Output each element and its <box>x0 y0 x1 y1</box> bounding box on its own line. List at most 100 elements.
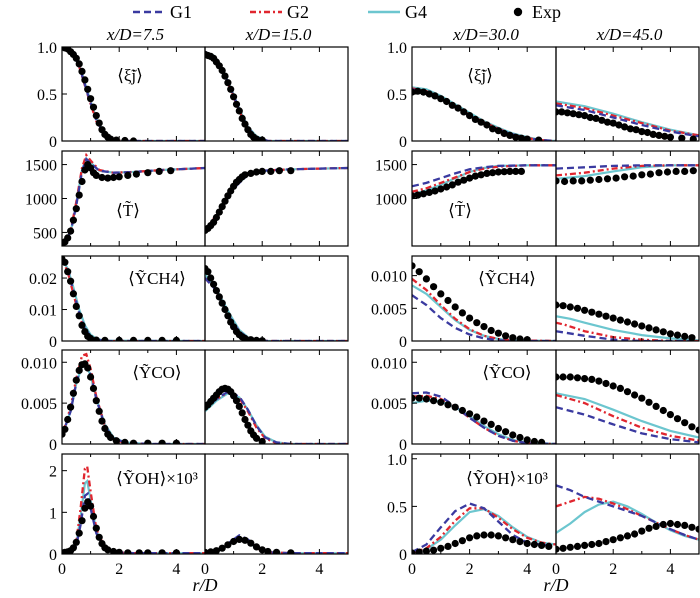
panel-r4-c4-exp-point-21 <box>695 426 699 434</box>
row-5-left-variable-label: ⟨ỸOH⟩×10³ <box>116 469 198 488</box>
panel-r2-c4-exp-point-10 <box>629 172 637 180</box>
panel-r5-c3-exp-point-14 <box>502 534 510 542</box>
panel-r2-c4-exp-point-11 <box>638 171 646 179</box>
panel-r5-c4-exp-point-15 <box>652 522 660 531</box>
panel-r5-c1-ytick-label-3: 2 <box>49 464 57 481</box>
panel-r1-c1-exp-point-19 <box>112 136 120 141</box>
panel-r4-c1-exp-point-19 <box>112 437 120 444</box>
panel-r4-c3-exp-point-8 <box>458 406 466 415</box>
panel-r3-c3-exp-point-12 <box>487 326 495 335</box>
panel-r3-c1-exp-point-13 <box>101 336 109 341</box>
panel-r2-c4-exp-point-12 <box>646 170 655 178</box>
panel-r3-c3-line-g1 <box>412 294 556 341</box>
panel-r2-c3-exp-point-17 <box>500 168 508 176</box>
panel-r2-c2-exp-point-15 <box>241 171 249 179</box>
panel-r3-c4-exp-point-9 <box>609 314 617 322</box>
panel-r1-c2-exp-point-11 <box>230 93 238 101</box>
x-tick-label-c3-3: 4 <box>523 561 531 578</box>
panel-r5-c2-exp-point-3 <box>212 547 220 554</box>
panel-r4-c3-line-g2 <box>412 394 556 444</box>
panel-r2-c3-exp-point-5 <box>431 187 439 195</box>
panel-r4-c1-exp-point-21 <box>129 439 138 444</box>
panel-r3-c1-exp-point-17 <box>158 336 166 341</box>
panel-r3-c4-exp-point-18 <box>673 331 682 339</box>
panel-r5-c4-exp-point-12 <box>631 530 639 538</box>
panel-r2-c2-exp-point-7 <box>218 203 226 211</box>
panel-r5-c2-frame <box>204 453 349 555</box>
panel-r1-c3-exp-point-14 <box>483 121 491 129</box>
panel-r5-c4-exp-point-21 <box>695 525 699 533</box>
panel-r5-c4-exp-point-19 <box>681 521 689 530</box>
panel-r4-c2-exp-point-15 <box>241 415 249 424</box>
panel-r2-c3: 1000 1500 ⟨T̃⟩ <box>375 150 557 247</box>
panel-r4-c4-exp-point-18 <box>673 415 682 423</box>
panel-r3-c1-exp-point-3 <box>64 268 72 276</box>
panel-r3-c4 <box>555 255 700 342</box>
panel-r3-c1: 0 0.01 0.02 ⟨ỸCH4⟩ <box>29 255 206 351</box>
panel-r3-c4-exp-point-14 <box>645 324 653 332</box>
panel-r1-c4-exp-point-8 <box>592 114 600 122</box>
panel-r5-c4-exp-point-8 <box>602 538 610 546</box>
panel-r1-c1-ytick-label-1: 0 <box>49 134 57 151</box>
panel-r3-c4-frame <box>555 255 700 342</box>
panel-r3-c4-exp-point-4 <box>573 304 582 312</box>
panel-r3-c2-exp-point-8 <box>221 305 229 314</box>
panel-r3-c1-exp-point-5 <box>69 290 77 298</box>
panel-r5-c1-exp-point-8 <box>78 517 86 525</box>
panel-r5-c3-exp-point-17 <box>523 539 531 548</box>
panel-r2-c3-exp-point-15 <box>489 169 497 177</box>
panel-r3-c4-exp-point-13 <box>638 322 646 330</box>
panel-r1-c1-exp-point-9 <box>81 76 89 84</box>
panel-r5-c3-exp-point-7 <box>451 539 459 548</box>
panel-r1-c4 <box>555 46 700 142</box>
panel-r4-c4-exp-point-16 <box>659 406 667 415</box>
panel-r1-c3: 0 0.5 1.0 ⟨ξ̃j⟩ <box>387 40 557 151</box>
x-tick-label-c2-2: 2 <box>258 561 266 578</box>
panel-r1-c3-exp-point-13 <box>477 118 485 126</box>
panel-r1-c1-exp-point-21 <box>129 137 138 141</box>
panel-r2-c3-ytick-label-1: 1000 <box>375 192 407 209</box>
panel-r5-c1-exp-point-12 <box>89 512 98 521</box>
panel-r2-c3-exp-point-11 <box>466 174 474 182</box>
panel-r2-c2-exp-point-21 <box>287 167 295 175</box>
row-3-right-variable-label: ⟨ỸCH4⟩ <box>478 269 536 288</box>
panel-r5-c2-exp-point-7 <box>235 535 243 544</box>
panel-r3-c3-exp-point-9 <box>466 314 474 322</box>
panel-r4-c3-exp-point-14 <box>502 428 510 436</box>
panel-r5-c1-exp-point-11 <box>87 502 95 510</box>
panel-r5-c2 <box>204 453 349 555</box>
panel-r1-c2-exp-point-13 <box>235 107 243 115</box>
panel-r3-c4-exp-point-12 <box>631 320 639 328</box>
panel-r5-c4-exp-point-16 <box>659 520 667 529</box>
panel-r5-c4-exp-point-9 <box>609 536 617 544</box>
panel-r4-c4-exp-point-6 <box>588 375 596 383</box>
legend-label-g2: G2 <box>287 2 309 22</box>
panel-r3-c2-exp-point-3 <box>207 274 215 282</box>
panel-r1-c4-exp-point-13 <box>621 123 629 131</box>
panel-r5-c3-exp-point-1 <box>412 549 416 554</box>
panel-r1-c1-exp-point-14 <box>95 119 103 127</box>
panel-r1-c3-exp-point-10 <box>460 108 468 116</box>
panel-r2-c1-ytick-label-1: 500 <box>33 225 57 242</box>
panel-r2-c1-exp-point-22 <box>167 167 175 175</box>
panel-r5-c2-exp-point-10 <box>252 543 261 551</box>
row-5-right-variable-label: ⟨ỸOH⟩×10³ <box>466 469 548 488</box>
panel-r4-c1-exp-point-5 <box>69 389 77 397</box>
panel-r3-c4-exp-point-20 <box>688 334 696 341</box>
panel-r4-c4-line-g1 <box>556 406 699 444</box>
panel-r1-c4-exp-point-23 <box>689 135 697 141</box>
panel-r1-c2-exp-point-8 <box>221 72 229 80</box>
panel-r2-c4-exp-point-14 <box>663 168 672 176</box>
panel-r2-c4 <box>555 150 700 247</box>
panel-r1-c4-exp-point-12 <box>615 121 623 129</box>
panel-r5-c3-exp-point-19 <box>538 541 546 550</box>
panel-r3-c2-exp-point-17 <box>252 336 261 341</box>
panel-r1-c2-exp-point-14 <box>238 114 246 122</box>
panel-r2-c3-exp-point-16 <box>494 168 502 176</box>
panel-r2-c3-exp-point-2 <box>414 191 422 199</box>
panel-r2-c3-line-g2 <box>412 164 556 193</box>
panel-r2-c3-ytick-label-2: 1500 <box>375 158 407 175</box>
panel-r3-c2-exp-point-16 <box>247 336 255 341</box>
panel-r4-c1-exp-point-14 <box>95 407 103 415</box>
panel-r4-c4-line-g2 <box>556 393 699 442</box>
